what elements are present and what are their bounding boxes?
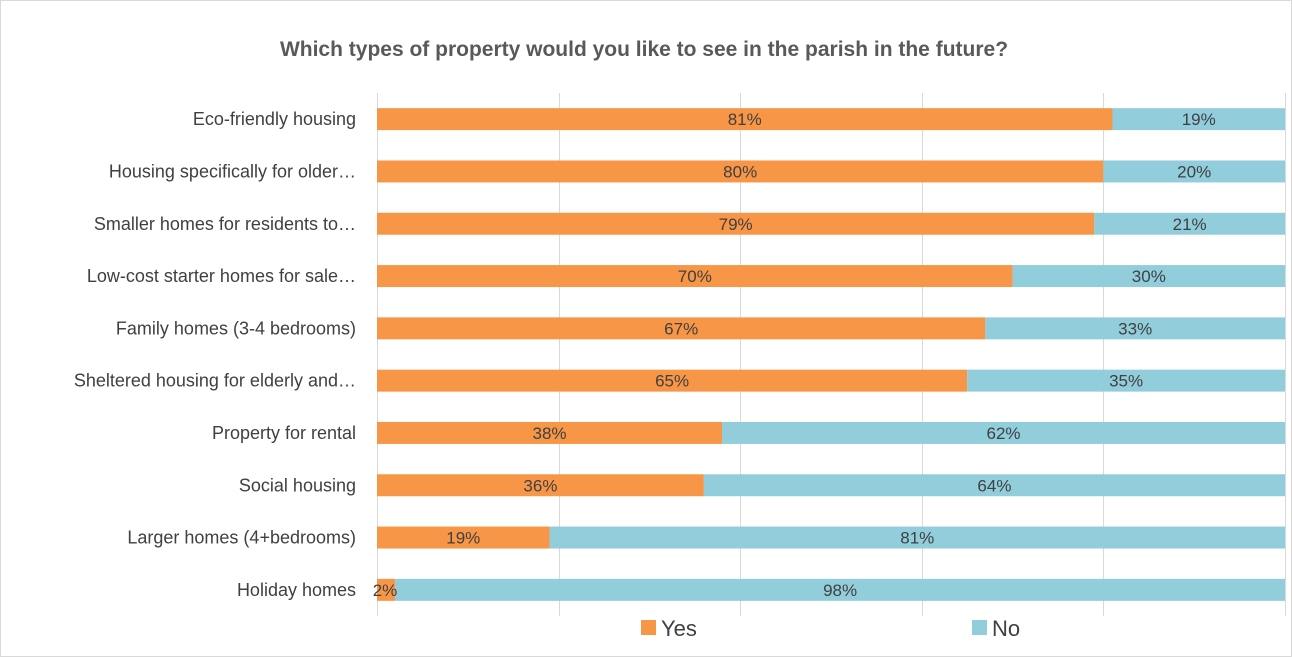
data-label-yes-9: 2% [373,581,398,600]
bar-yes-2 [377,212,1095,235]
data-label-no-7: 64% [977,476,1011,495]
data-label-no-4: 33% [1118,319,1152,338]
data-label-yes-2: 79% [719,215,753,234]
category-label: Social housing [239,475,356,495]
category-label: Smaller homes for residents to… [94,214,356,234]
data-label-yes-6: 38% [533,424,567,443]
legend: Yes No [641,616,1020,641]
data-label-no-9: 98% [823,581,857,600]
bar-no-6 [722,421,1285,444]
bar-no-9 [395,578,1285,601]
data-label-yes-3: 70% [678,267,712,286]
bar-yes-8 [377,526,550,549]
category-label: Sheltered housing for elderly and… [74,371,356,391]
bar-no-3 [1012,265,1285,288]
data-label-no-8: 81% [900,529,934,548]
bars [377,108,1285,601]
bar-yes-0 [377,108,1113,131]
data-label-no-6: 62% [987,424,1021,443]
category-label: Eco-friendly housing [193,109,356,129]
bar-no-8 [549,526,1285,549]
bar-yes-3 [377,265,1013,288]
data-label-yes-5: 65% [655,372,689,391]
data-label-no-5: 35% [1109,372,1143,391]
bar-yes-9 [377,578,396,601]
legend-swatch-no [972,620,987,635]
data-labels: 81% 19% 80% 20% 79% 21% 70% 30% 67% 33% 65% 35% 38% 6… [373,110,1216,600]
bar-yes-5 [377,369,968,392]
bar-yes-6 [377,421,723,444]
bar-no-0 [1112,108,1285,131]
bar-yes-7 [377,474,704,497]
category-label: Larger homes (4+bedrooms) [127,528,356,548]
data-label-no-0: 19% [1182,110,1216,129]
legend-label-no: No [992,616,1020,641]
data-label-no-1: 20% [1177,162,1211,181]
category-label: Housing specifically for older… [109,161,356,181]
bar-no-7 [703,474,1285,497]
bar-no-1 [1103,160,1285,183]
legend-swatch-yes [641,620,656,635]
category-label: Low-cost starter homes for sale… [87,266,356,286]
data-label-yes-0: 81% [728,110,762,129]
data-label-no-3: 30% [1132,267,1166,286]
category-label: Family homes (3-4 bedrooms) [116,318,356,338]
category-labels: Eco-friendly housing Housing specifically… [74,109,356,600]
data-label-yes-4: 67% [664,319,698,338]
bar-no-2 [1094,212,1285,235]
bar-no-5 [967,369,1285,392]
bar-yes-1 [377,160,1104,183]
category-label: Property for rental [212,423,356,443]
data-label-no-2: 21% [1173,215,1207,234]
data-label-yes-7: 36% [523,476,557,495]
legend-label-yes: Yes [661,616,697,641]
chart-title: Which types of property would you like t… [280,38,1008,61]
data-label-yes-1: 80% [723,162,757,181]
category-label: Holiday homes [237,580,356,600]
data-label-yes-8: 19% [446,529,480,548]
bar-yes-4 [377,317,986,340]
bar-no-4 [985,317,1285,340]
